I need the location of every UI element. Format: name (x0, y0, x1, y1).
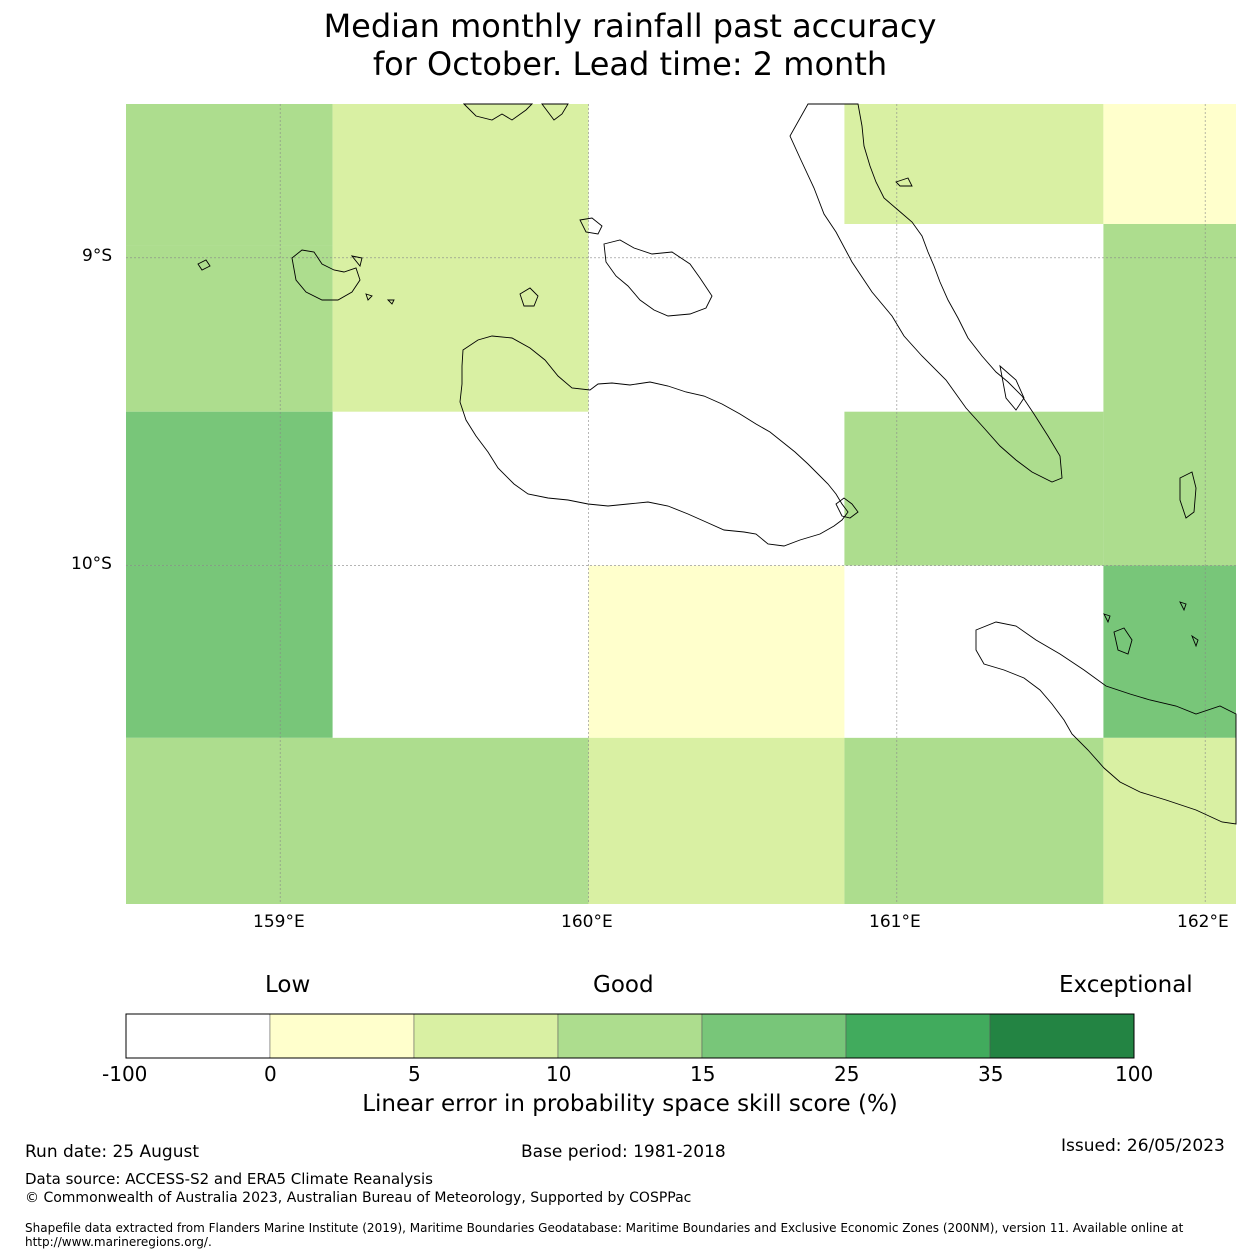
map (126, 103, 1237, 904)
base-period: Base period: 1981-2018 (521, 1142, 726, 1162)
colorbar-tick: 25 (834, 1062, 860, 1086)
colorbar-label: Linear error in probability space skill … (362, 1091, 898, 1117)
lon-label-159e: 159°E (253, 912, 305, 932)
lon-label-162e: 162°E (1177, 912, 1229, 932)
skill-cell-2 (126, 411, 333, 566)
shapefile-credit-line-2: http://www.marineregions.org/. (25, 1235, 212, 1249)
skill-cell-1 (126, 245, 333, 412)
malaita-coastline (789, 103, 1063, 483)
lat-label-10s: 10°S (71, 554, 112, 574)
colorbar-segment (269, 1013, 415, 1059)
colorbar-tick: 15 (690, 1062, 716, 1086)
colorbar-segment (701, 1013, 847, 1059)
guadalcanal-coastline (459, 335, 849, 547)
skill-cell-14 (1103, 737, 1236, 904)
colorbar-segment (845, 1013, 991, 1059)
skill-grid (126, 104, 1236, 904)
colorbar (125, 1013, 1135, 1059)
copyright: © Commonwealth of Australia 2023, Austra… (25, 1190, 692, 1206)
florida-islands-coastline (603, 239, 713, 317)
colorbar-word-low: Low (265, 972, 311, 998)
russell-islands-coastline (291, 249, 361, 301)
lat-label-9s: 9°S (82, 246, 113, 266)
skill-cell-4 (126, 737, 589, 904)
issued-date: Issued: 26/05/2023 (1061, 1136, 1225, 1156)
lon-label-160e: 160°E (561, 912, 613, 932)
data-source: Data source: ACCESS-S2 and ERA5 Climate … (25, 1170, 433, 1188)
colorbar-tick: 10 (546, 1062, 572, 1086)
colorbar-word-exceptional: Exceptional (1059, 972, 1193, 998)
lon-label-161e: 161°E (869, 912, 921, 932)
skill-cell-9 (844, 411, 1104, 566)
skill-cell-8 (844, 104, 1104, 224)
skill-cell-3 (126, 565, 333, 738)
chart-title-line-1: Median monthly rainfall past accuracy (323, 7, 937, 45)
colorbar-segment (557, 1013, 703, 1059)
colorbar-tick: 5 (408, 1062, 421, 1086)
colorbar-segment (125, 1013, 271, 1059)
run-date: Run date: 25 August (25, 1142, 199, 1162)
colorbar-segment (413, 1013, 559, 1059)
skill-cell-12 (1103, 224, 1236, 566)
santa-isabel-coastline (462, 103, 534, 121)
colorbar-tick: -100 (102, 1062, 148, 1086)
colorbar-word-good: Good (593, 972, 654, 998)
colorbar-tick: 100 (1115, 1062, 1154, 1086)
skill-cell-7 (588, 737, 845, 904)
colorbar-tick: 35 (978, 1062, 1004, 1086)
skill-cell-6 (588, 565, 845, 738)
chart-title-line-2: for October. Lead time: 2 month (372, 45, 888, 83)
shapefile-credit-line-1: Shapefile data extracted from Flanders M… (25, 1221, 1184, 1235)
coastlines (197, 103, 1237, 825)
colorbar-tick: 0 (264, 1062, 277, 1086)
skill-cell-13 (1103, 565, 1236, 738)
skill-cell-10 (844, 737, 1104, 904)
skill-cell-11 (1103, 104, 1236, 224)
skill-cell-0 (126, 104, 333, 246)
colorbar-segment (989, 1013, 1135, 1059)
makira-coastline (975, 621, 1237, 825)
